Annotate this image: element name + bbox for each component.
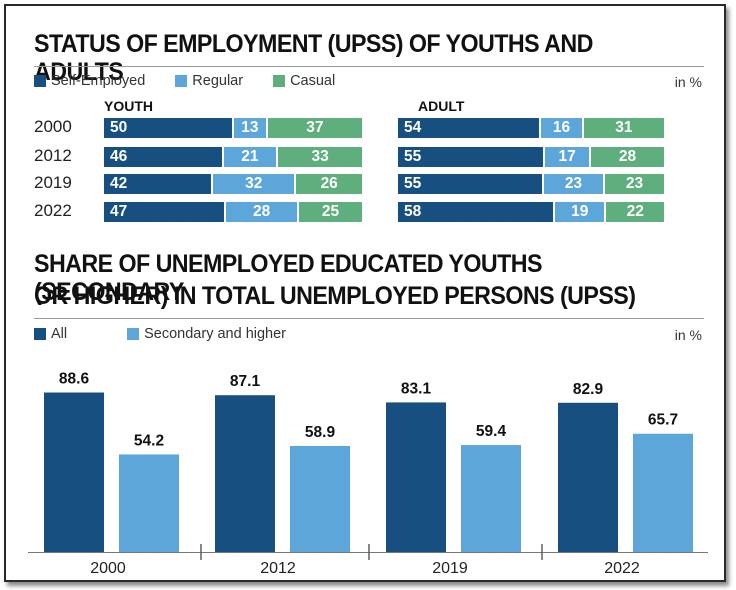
adult-bar-segment-self-employed: 55 <box>398 174 544 194</box>
secondary-value-label: 65.7 <box>648 412 678 429</box>
adult-bar-segment-casual: 23 <box>604 174 666 194</box>
legend-swatch <box>273 75 286 87</box>
youth-bar-segment-regular: 21 <box>223 147 279 167</box>
all-bar <box>386 402 446 552</box>
legend-label: Self-Employed <box>51 73 146 89</box>
youth-bar-segment-casual: 26 <box>296 174 364 194</box>
legend-label: Secondary and higher <box>144 326 287 342</box>
x-tick-label: 2012 <box>260 560 296 577</box>
legend-swatch <box>34 328 46 340</box>
legend-item-self-employed: Self-Employed <box>34 73 145 89</box>
secondary-value-label: 59.4 <box>476 423 507 440</box>
section1-title: STATUS OF EMPLOYMENT (UPSS) OF YOUTHS AN… <box>34 30 593 86</box>
row-year-label: 2000 <box>34 117 72 136</box>
legend-label: Regular <box>192 73 244 89</box>
adult-bar-segment-regular: 19 <box>555 202 607 222</box>
section2-legend: All Secondary and higher <box>34 326 316 342</box>
section2-title-line2: OR HIGHER) IN TOTAL UNEMPLOYED PERSONS (… <box>34 282 636 310</box>
adult-bar-segment-self-employed: 58 <box>398 202 555 222</box>
row-year-label: 2022 <box>34 201 72 220</box>
youth-bar-segment-casual: 33 <box>278 147 364 167</box>
row-year-label: 2012 <box>34 146 72 165</box>
secondary-bar <box>119 454 179 552</box>
section2-title-line1: SHARE OF UNEMPLOYED EDUCATED YOUTHS (SEC… <box>34 250 543 306</box>
infographic-frame: STATUS OF EMPLOYMENT (UPSS) OF YOUTHS AN… <box>4 4 726 582</box>
secondary-bar <box>290 445 350 552</box>
legend-swatch <box>34 75 46 87</box>
legend-label: Casual <box>290 73 336 89</box>
youth-bar-segment-regular: 32 <box>213 174 297 194</box>
adult-bar-segment-regular: 16 <box>541 118 584 138</box>
x-tick-label: 2022 <box>604 560 640 577</box>
adult-bar-segment-self-employed: 54 <box>398 118 542 138</box>
secondary-value-label: 58.9 <box>305 424 336 441</box>
grouped-bar-chart: 88.6 54.2 2000 87.1 58.9 2012 83.1 59.4 2019 82.9… <box>28 371 708 577</box>
legend-swatch <box>175 75 188 87</box>
legend-item-casual: Casual <box>273 73 335 89</box>
adult-bar-segment-regular: 23 <box>543 174 605 194</box>
adult-bar-segment-regular: 17 <box>545 147 591 167</box>
x-tick-label: 2000 <box>90 560 126 577</box>
all-value-label: 88.6 <box>59 371 90 388</box>
youth-bar-segment-self-employed: 50 <box>104 118 234 138</box>
all-bar <box>558 402 618 552</box>
legend-item-regular: Regular <box>175 73 243 89</box>
legend-item-all: All <box>34 326 67 342</box>
adult-panel-label: ADULT <box>418 98 465 114</box>
adult-bar-segment-casual: 28 <box>590 147 666 167</box>
section1-unit: in % <box>674 74 702 90</box>
secondary-value-label: 54.2 <box>134 432 164 449</box>
all-value-label: 82.9 <box>573 381 604 398</box>
section2-unit: in % <box>674 327 702 343</box>
youth-bar-segment-casual: 25 <box>299 202 364 222</box>
all-value-label: 87.1 <box>230 373 261 390</box>
youth-bar-segment-regular: 28 <box>226 202 299 222</box>
secondary-bar <box>461 445 521 552</box>
section1-rule <box>34 66 704 67</box>
row-year-label: 2019 <box>34 173 72 192</box>
legend-item-secondary: Secondary and higher <box>127 326 286 342</box>
adult-bar-segment-casual: 22 <box>606 202 666 222</box>
all-bar <box>44 392 104 552</box>
adult-bar-segment-casual: 31 <box>583 118 666 138</box>
all-value-label: 83.1 <box>401 380 432 397</box>
x-tick-label: 2019 <box>432 560 468 577</box>
section1-legend: Self-Employed Regular Casual <box>34 73 365 89</box>
youth-bar-segment-self-employed: 42 <box>104 174 214 194</box>
legend-label: All <box>51 326 68 342</box>
section2-rule <box>34 318 704 319</box>
adult-bar-segment-self-employed: 55 <box>398 147 546 167</box>
youth-bar-segment-self-employed: 46 <box>104 147 224 167</box>
legend-swatch <box>127 328 140 340</box>
youth-bar-segment-casual: 37 <box>267 118 364 138</box>
secondary-bar <box>633 433 693 552</box>
youth-bar-segment-self-employed: 47 <box>104 202 227 222</box>
youth-bar-segment-regular: 13 <box>234 118 268 138</box>
youth-panel-label: YOUTH <box>104 98 153 114</box>
all-bar <box>215 395 275 552</box>
